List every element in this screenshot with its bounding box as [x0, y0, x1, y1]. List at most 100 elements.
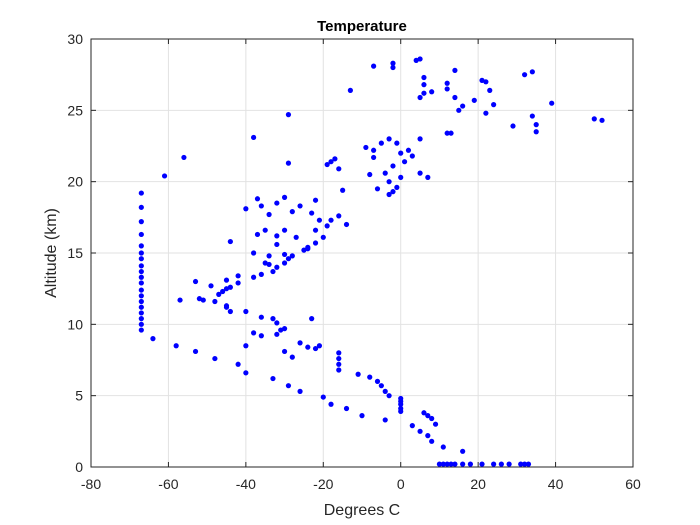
data-point — [429, 415, 435, 422]
data-point — [216, 291, 222, 297]
data-point — [436, 461, 443, 467]
data-point — [258, 271, 264, 277]
data-point — [212, 355, 218, 362]
data-point — [448, 461, 454, 467]
data-point — [251, 274, 257, 280]
data-point — [421, 90, 427, 96]
data-point — [270, 268, 276, 275]
data-point — [417, 136, 423, 142]
data-point — [347, 87, 353, 93]
data-point — [421, 410, 427, 416]
data-point — [281, 251, 288, 258]
axis-ticks: -80 -60 -40 -20 0 20 40 60 0 5 10 15 20 25 30 — [67, 31, 641, 492]
data-point — [266, 211, 272, 218]
x-tick-label: 40 — [548, 476, 564, 492]
data-point — [320, 234, 326, 240]
data-point — [394, 140, 400, 146]
data-point — [529, 69, 535, 75]
data-point — [390, 189, 396, 195]
data-point — [479, 461, 485, 467]
data-point — [382, 388, 388, 394]
x-tick-label: -80 — [81, 476, 101, 492]
data-point — [518, 461, 524, 467]
data-point — [371, 63, 377, 69]
data-point — [425, 433, 431, 439]
data-point — [448, 130, 454, 136]
data-point — [266, 253, 272, 259]
y-tick-label: 30 — [67, 31, 83, 47]
data-point — [192, 348, 199, 355]
data-point — [591, 116, 597, 122]
data-point — [223, 304, 230, 310]
data-point — [138, 316, 144, 322]
data-point — [471, 97, 477, 103]
data-point — [452, 461, 458, 467]
data-point — [328, 401, 334, 407]
data-point — [223, 277, 230, 283]
data-point — [390, 163, 396, 169]
data-point — [305, 344, 311, 350]
data-point — [138, 243, 144, 249]
data-point — [425, 174, 431, 180]
data-point — [417, 94, 423, 101]
data-point — [398, 174, 404, 180]
data-point — [328, 217, 334, 223]
data-point — [227, 308, 233, 315]
data-point — [386, 191, 392, 198]
data-point — [432, 421, 439, 427]
data-point — [138, 219, 144, 225]
data-point — [429, 438, 435, 444]
data-point — [409, 423, 415, 429]
data-point — [367, 171, 373, 178]
data-point — [281, 227, 288, 233]
data-point — [332, 156, 338, 162]
data-point — [281, 326, 288, 332]
data-point — [525, 461, 532, 467]
data-point — [467, 461, 473, 467]
data-point — [138, 204, 144, 210]
data-point — [243, 343, 249, 349]
data-point — [421, 74, 427, 81]
data-point — [258, 333, 264, 339]
data-point — [297, 203, 303, 209]
x-tick-label: 0 — [397, 476, 405, 492]
data-point — [359, 413, 365, 419]
data-point — [444, 461, 450, 467]
data-point — [336, 355, 342, 362]
data-point — [390, 60, 396, 66]
data-point — [510, 123, 516, 129]
data-point — [533, 122, 539, 128]
data-point — [599, 117, 605, 123]
data-point — [312, 227, 319, 233]
data-point — [274, 233, 280, 239]
data-point — [293, 234, 299, 240]
data-point — [378, 383, 384, 389]
data-point — [285, 256, 292, 262]
data-point — [460, 448, 466, 454]
data-point — [251, 134, 257, 141]
data-point — [367, 374, 373, 380]
data-point — [150, 336, 156, 342]
data-point — [208, 283, 214, 289]
data-point — [398, 395, 404, 402]
x-axis-label: Degrees C — [324, 502, 400, 519]
data-point — [138, 231, 144, 238]
data-point — [258, 203, 264, 209]
data-point — [297, 388, 303, 394]
data-point — [444, 130, 450, 136]
data-point — [281, 260, 288, 266]
data-point — [336, 361, 342, 367]
data-point — [243, 308, 249, 315]
data-point — [192, 278, 199, 285]
data-point — [262, 227, 268, 233]
data-point — [506, 461, 512, 467]
y-tick-label: 15 — [67, 245, 83, 261]
data-point — [386, 136, 392, 142]
data-point — [138, 263, 144, 269]
data-point — [429, 89, 435, 95]
data-point — [460, 461, 466, 467]
data-point — [312, 197, 319, 203]
data-point — [491, 461, 497, 467]
y-tick-label: 25 — [67, 102, 83, 118]
data-point — [440, 444, 446, 450]
